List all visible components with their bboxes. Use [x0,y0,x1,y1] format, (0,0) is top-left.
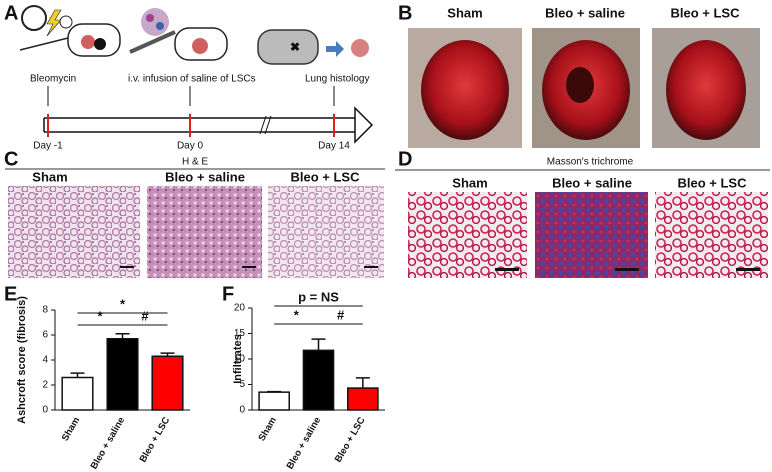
panel-letter: A [4,2,18,24]
x-tick-label: Bleo + LSC [138,415,173,464]
significance-label: p = NS [298,289,339,304]
timeline-label: Bleomycin [30,74,76,85]
y-tick-label: 0 [239,405,245,416]
day-label: Day 0 [177,141,204,152]
image-title: Bleo + LSC [291,169,361,184]
x-tick-label: Sham [60,415,82,443]
histology-image [8,186,384,278]
y-tick-label: 5 [239,379,245,390]
y-tick-label: 0 [42,405,48,416]
y-tick-label: 20 [234,303,246,314]
y-axis-label: Infiltrates [232,334,244,384]
bar [106,338,139,411]
timeline-label: i.v. infusion of saline of LSCs [128,74,256,85]
x-tick-label: Sham [256,415,278,443]
timeline [43,86,374,144]
panel-letter: E [4,283,17,305]
timeline-label: Lung histology [305,74,370,85]
significance-label: * [97,308,103,323]
bar [258,391,290,411]
histology-image [408,192,768,278]
day-label: Day -1 [33,141,63,152]
image-title: Sham [452,175,487,190]
y-tick-label: 15 [234,328,246,339]
bar [151,355,184,411]
significance-label: * [294,307,300,322]
image-title: Sham [447,5,482,20]
panel-title: Masson's trichrome [547,157,634,168]
significance-label: # [337,307,345,322]
image-title: Sham [32,169,67,184]
svg-text:✖: ✖ [290,40,300,54]
bar [302,349,335,411]
image-title: Bleo + LSC [671,5,741,20]
image-title: Bleo + LSC [678,175,748,190]
bar [61,376,94,411]
day-label: Day 14 [318,141,350,152]
y-tick-label: 2 [42,380,48,391]
panel-letter: C [4,148,18,170]
panel-title: H & E [182,157,208,168]
panel-letter: D [398,148,412,170]
illustration: ✖ [19,5,369,65]
bar [347,387,379,411]
x-tick-label: Bleo + LSC [333,415,368,464]
lung-photo [408,28,760,148]
y-tick-label: 10 [234,354,246,365]
x-tick-label: Bleo + saline [89,415,128,471]
image-title: Bleo + saline [165,169,245,184]
y-tick-label: 6 [42,330,48,341]
y-tick-label: 4 [42,355,48,366]
image-title: Bleo + saline [552,175,632,190]
y-tick-label: 8 [42,305,48,316]
image-title: Bleo + saline [545,5,625,20]
y-axis-label: Ashcroft score (fibrosis) [16,296,28,424]
x-tick-label: Bleo + saline [285,415,324,471]
panel-letter: F [222,283,234,305]
significance-label: * [120,296,126,311]
significance-label: # [141,308,149,323]
panel-letter: B [398,2,412,24]
